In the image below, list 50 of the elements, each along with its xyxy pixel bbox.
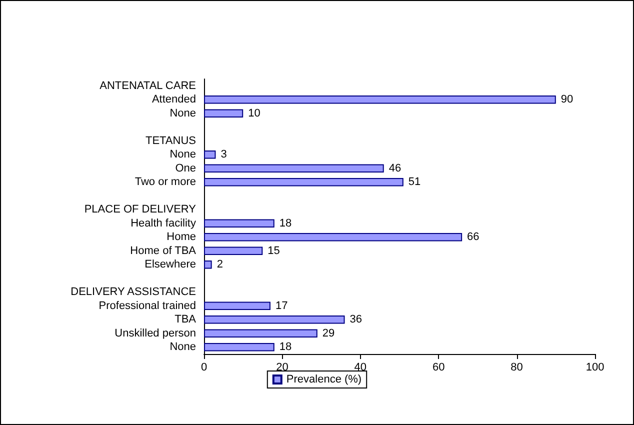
x-tick-label: 100 bbox=[586, 362, 604, 374]
x-tick-label: 80 bbox=[510, 362, 523, 374]
y-tick-label: Two or more bbox=[134, 176, 196, 188]
bar bbox=[204, 343, 274, 352]
x-tick-label: 20 bbox=[276, 362, 288, 374]
data-label: 36 bbox=[350, 314, 362, 326]
y-tick-label: DELIVERY ASSISTANCE bbox=[70, 286, 196, 298]
y-tick-label: Health facility bbox=[130, 217, 196, 230]
bar bbox=[204, 329, 318, 338]
bar bbox=[204, 96, 556, 104]
y-tick-label: Home bbox=[166, 231, 196, 244]
bar bbox=[204, 246, 263, 255]
data-label: 3 bbox=[220, 148, 227, 161]
bar bbox=[204, 219, 274, 228]
data-label: 2 bbox=[216, 258, 223, 271]
y-tick-label: None bbox=[170, 107, 196, 120]
x-tick-label: 40 bbox=[354, 362, 367, 374]
bar bbox=[204, 109, 244, 118]
y-tick-label: ANTENATAL CARE bbox=[100, 80, 196, 92]
data-label: 90 bbox=[560, 94, 574, 106]
data-label: 18 bbox=[279, 217, 292, 230]
y-tick-label: None bbox=[170, 341, 196, 354]
y-tick-label: PLACE OF DELIVERY bbox=[84, 204, 197, 216]
data-label: 46 bbox=[388, 162, 402, 174]
bar bbox=[204, 260, 212, 269]
legend-label: Prevalence (%) bbox=[286, 374, 362, 386]
y-tick-label: Elsewhere bbox=[144, 258, 196, 271]
y-tick-label: Home of TBA bbox=[130, 244, 197, 257]
bar bbox=[204, 178, 404, 186]
y-tick-label: Professional trained bbox=[98, 300, 196, 312]
data-label: 66 bbox=[467, 231, 480, 244]
y-tick-label: Unskilled person bbox=[114, 327, 196, 340]
y-tick-label: TETANUS bbox=[145, 134, 196, 147]
x-tick-label: 60 bbox=[432, 362, 445, 374]
y-tick-label: Attended bbox=[152, 94, 196, 106]
bar bbox=[204, 302, 270, 310]
data-label: 15 bbox=[268, 244, 280, 257]
data-label: 51 bbox=[408, 176, 421, 188]
data-label: 10 bbox=[248, 107, 260, 120]
bar bbox=[204, 316, 345, 324]
bar bbox=[204, 233, 462, 242]
x-tick-label: 0 bbox=[200, 362, 208, 374]
data-label: 18 bbox=[279, 341, 292, 354]
y-tick-label: One bbox=[175, 162, 196, 174]
y-tick-label: None bbox=[170, 148, 196, 161]
bar bbox=[204, 164, 384, 172]
data-label: 29 bbox=[322, 327, 335, 340]
bar bbox=[204, 150, 216, 159]
y-tick-label: TBA bbox=[174, 314, 197, 326]
data-label: 17 bbox=[275, 300, 288, 312]
